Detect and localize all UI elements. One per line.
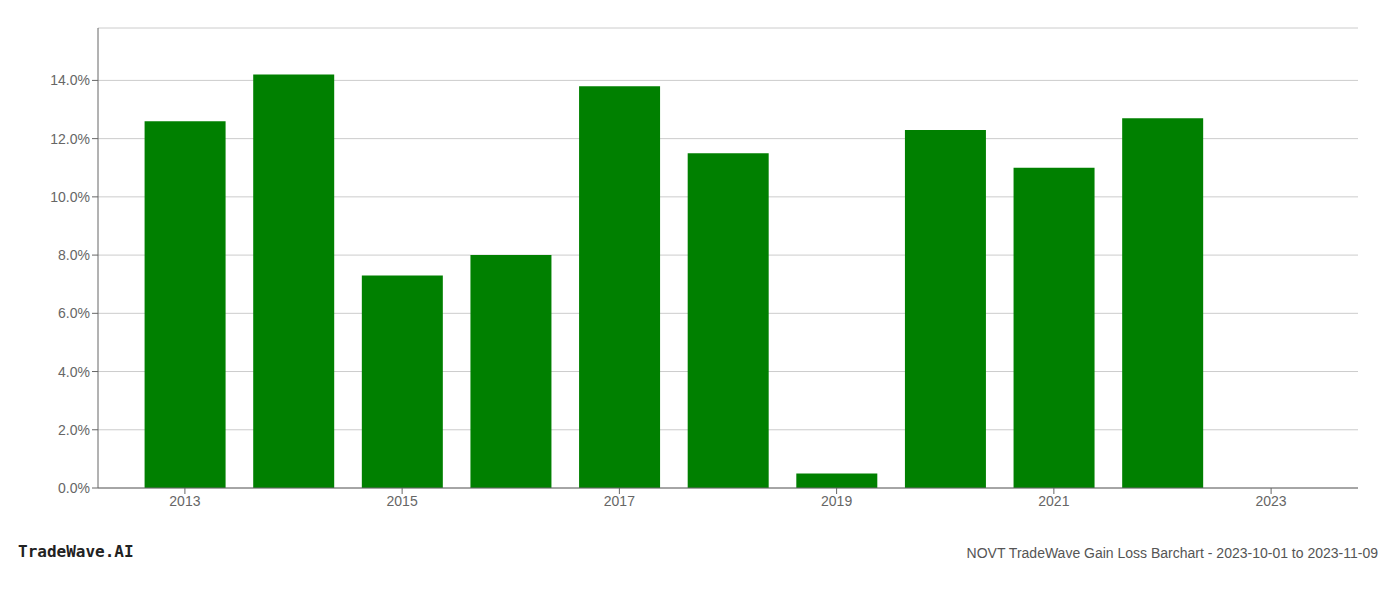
svg-text:2015: 2015 xyxy=(387,493,418,509)
svg-text:2019: 2019 xyxy=(821,493,852,509)
svg-text:4.0%: 4.0% xyxy=(58,364,90,380)
svg-text:10.0%: 10.0% xyxy=(50,189,90,205)
svg-text:2013: 2013 xyxy=(169,493,200,509)
svg-text:2017: 2017 xyxy=(604,493,635,509)
svg-text:0.0%: 0.0% xyxy=(58,480,90,496)
svg-text:8.0%: 8.0% xyxy=(58,247,90,263)
svg-text:14.0%: 14.0% xyxy=(50,72,90,88)
svg-text:12.0%: 12.0% xyxy=(50,131,90,147)
svg-text:2021: 2021 xyxy=(1038,493,1069,509)
html-text:TradeWave.AI: TradeWave.AI xyxy=(18,542,134,561)
svg-text:2.0%: 2.0% xyxy=(58,422,90,438)
svg-text:6.0%: 6.0% xyxy=(58,305,90,321)
html-text:NOVT TradeWave Gain Loss Barch: NOVT TradeWave Gain Loss Barchart - 2023… xyxy=(966,545,1378,561)
svg-text:2023: 2023 xyxy=(1256,493,1287,509)
